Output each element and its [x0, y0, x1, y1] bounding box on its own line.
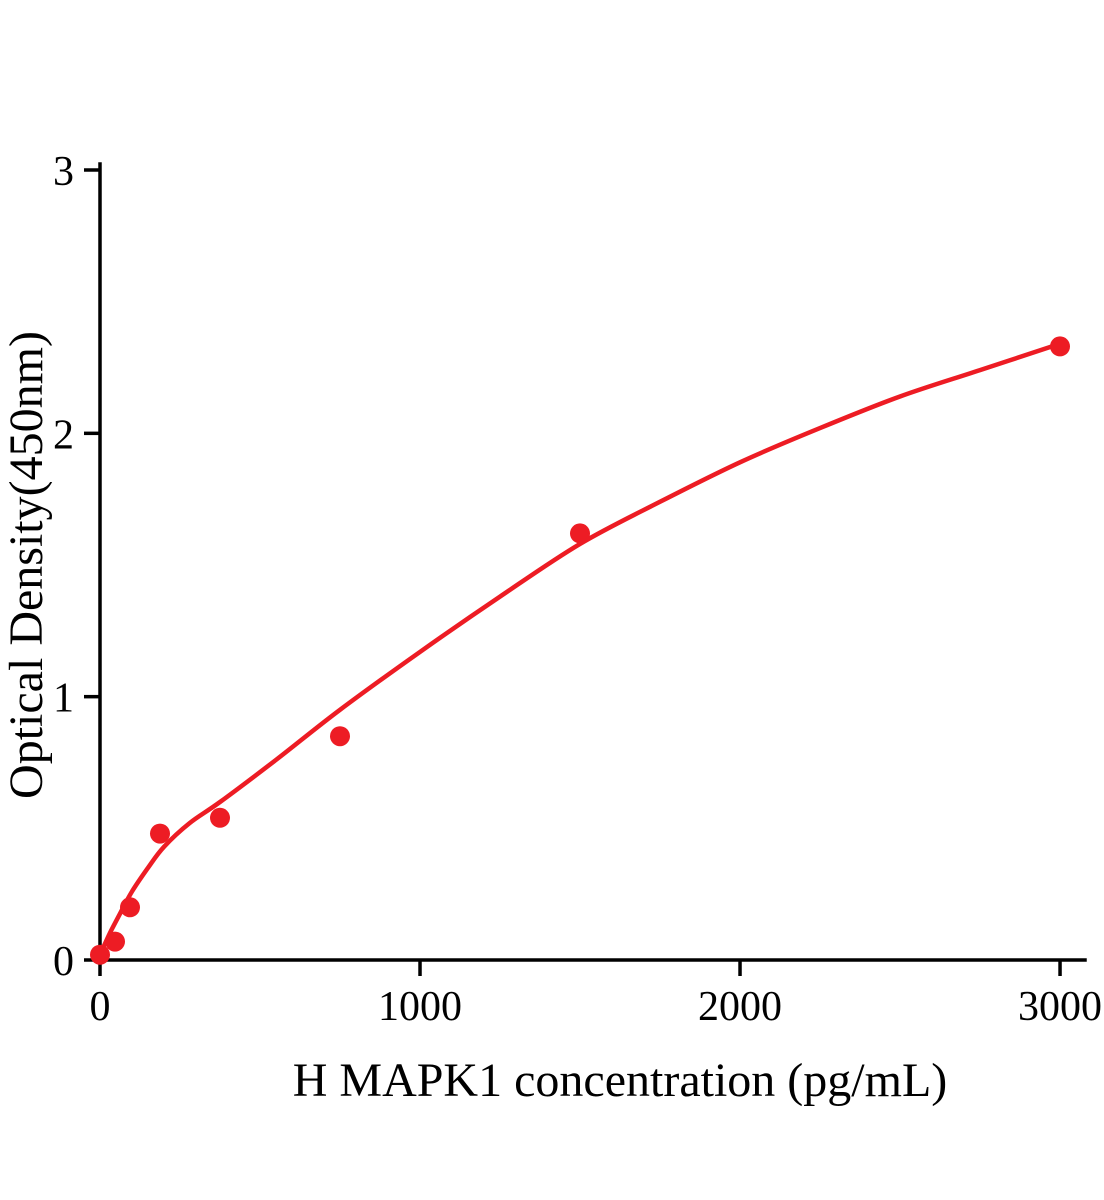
y-tick-label: 3	[53, 149, 74, 195]
axes-layer: 0 1000 2000 3000 0 1 2 3	[53, 149, 1102, 1030]
points-layer	[90, 336, 1070, 965]
y-axis-label: Optical Density(450nm)	[0, 331, 53, 799]
data-point	[330, 726, 350, 747]
data-point	[90, 944, 110, 965]
y-tick-label: 2	[53, 412, 74, 458]
data-point	[120, 897, 140, 918]
x-tick-label: 1000	[378, 984, 462, 1030]
data-point	[570, 523, 590, 544]
x-tick-label: 0	[90, 984, 111, 1030]
data-point	[105, 931, 125, 952]
x-axis-label: H MAPK1 concentration (pg/mL)	[293, 1054, 948, 1107]
fit-curve-line	[97, 341, 1063, 957]
axis-lines	[98, 162, 1087, 962]
y-tick-label: 1	[53, 676, 74, 722]
data-point	[150, 823, 170, 844]
y-tick-label: 0	[53, 939, 74, 985]
x-tick-label: 2000	[698, 984, 782, 1030]
data-point	[210, 807, 230, 828]
x-tick-label: 3000	[1018, 984, 1102, 1030]
data-point	[1050, 336, 1070, 357]
